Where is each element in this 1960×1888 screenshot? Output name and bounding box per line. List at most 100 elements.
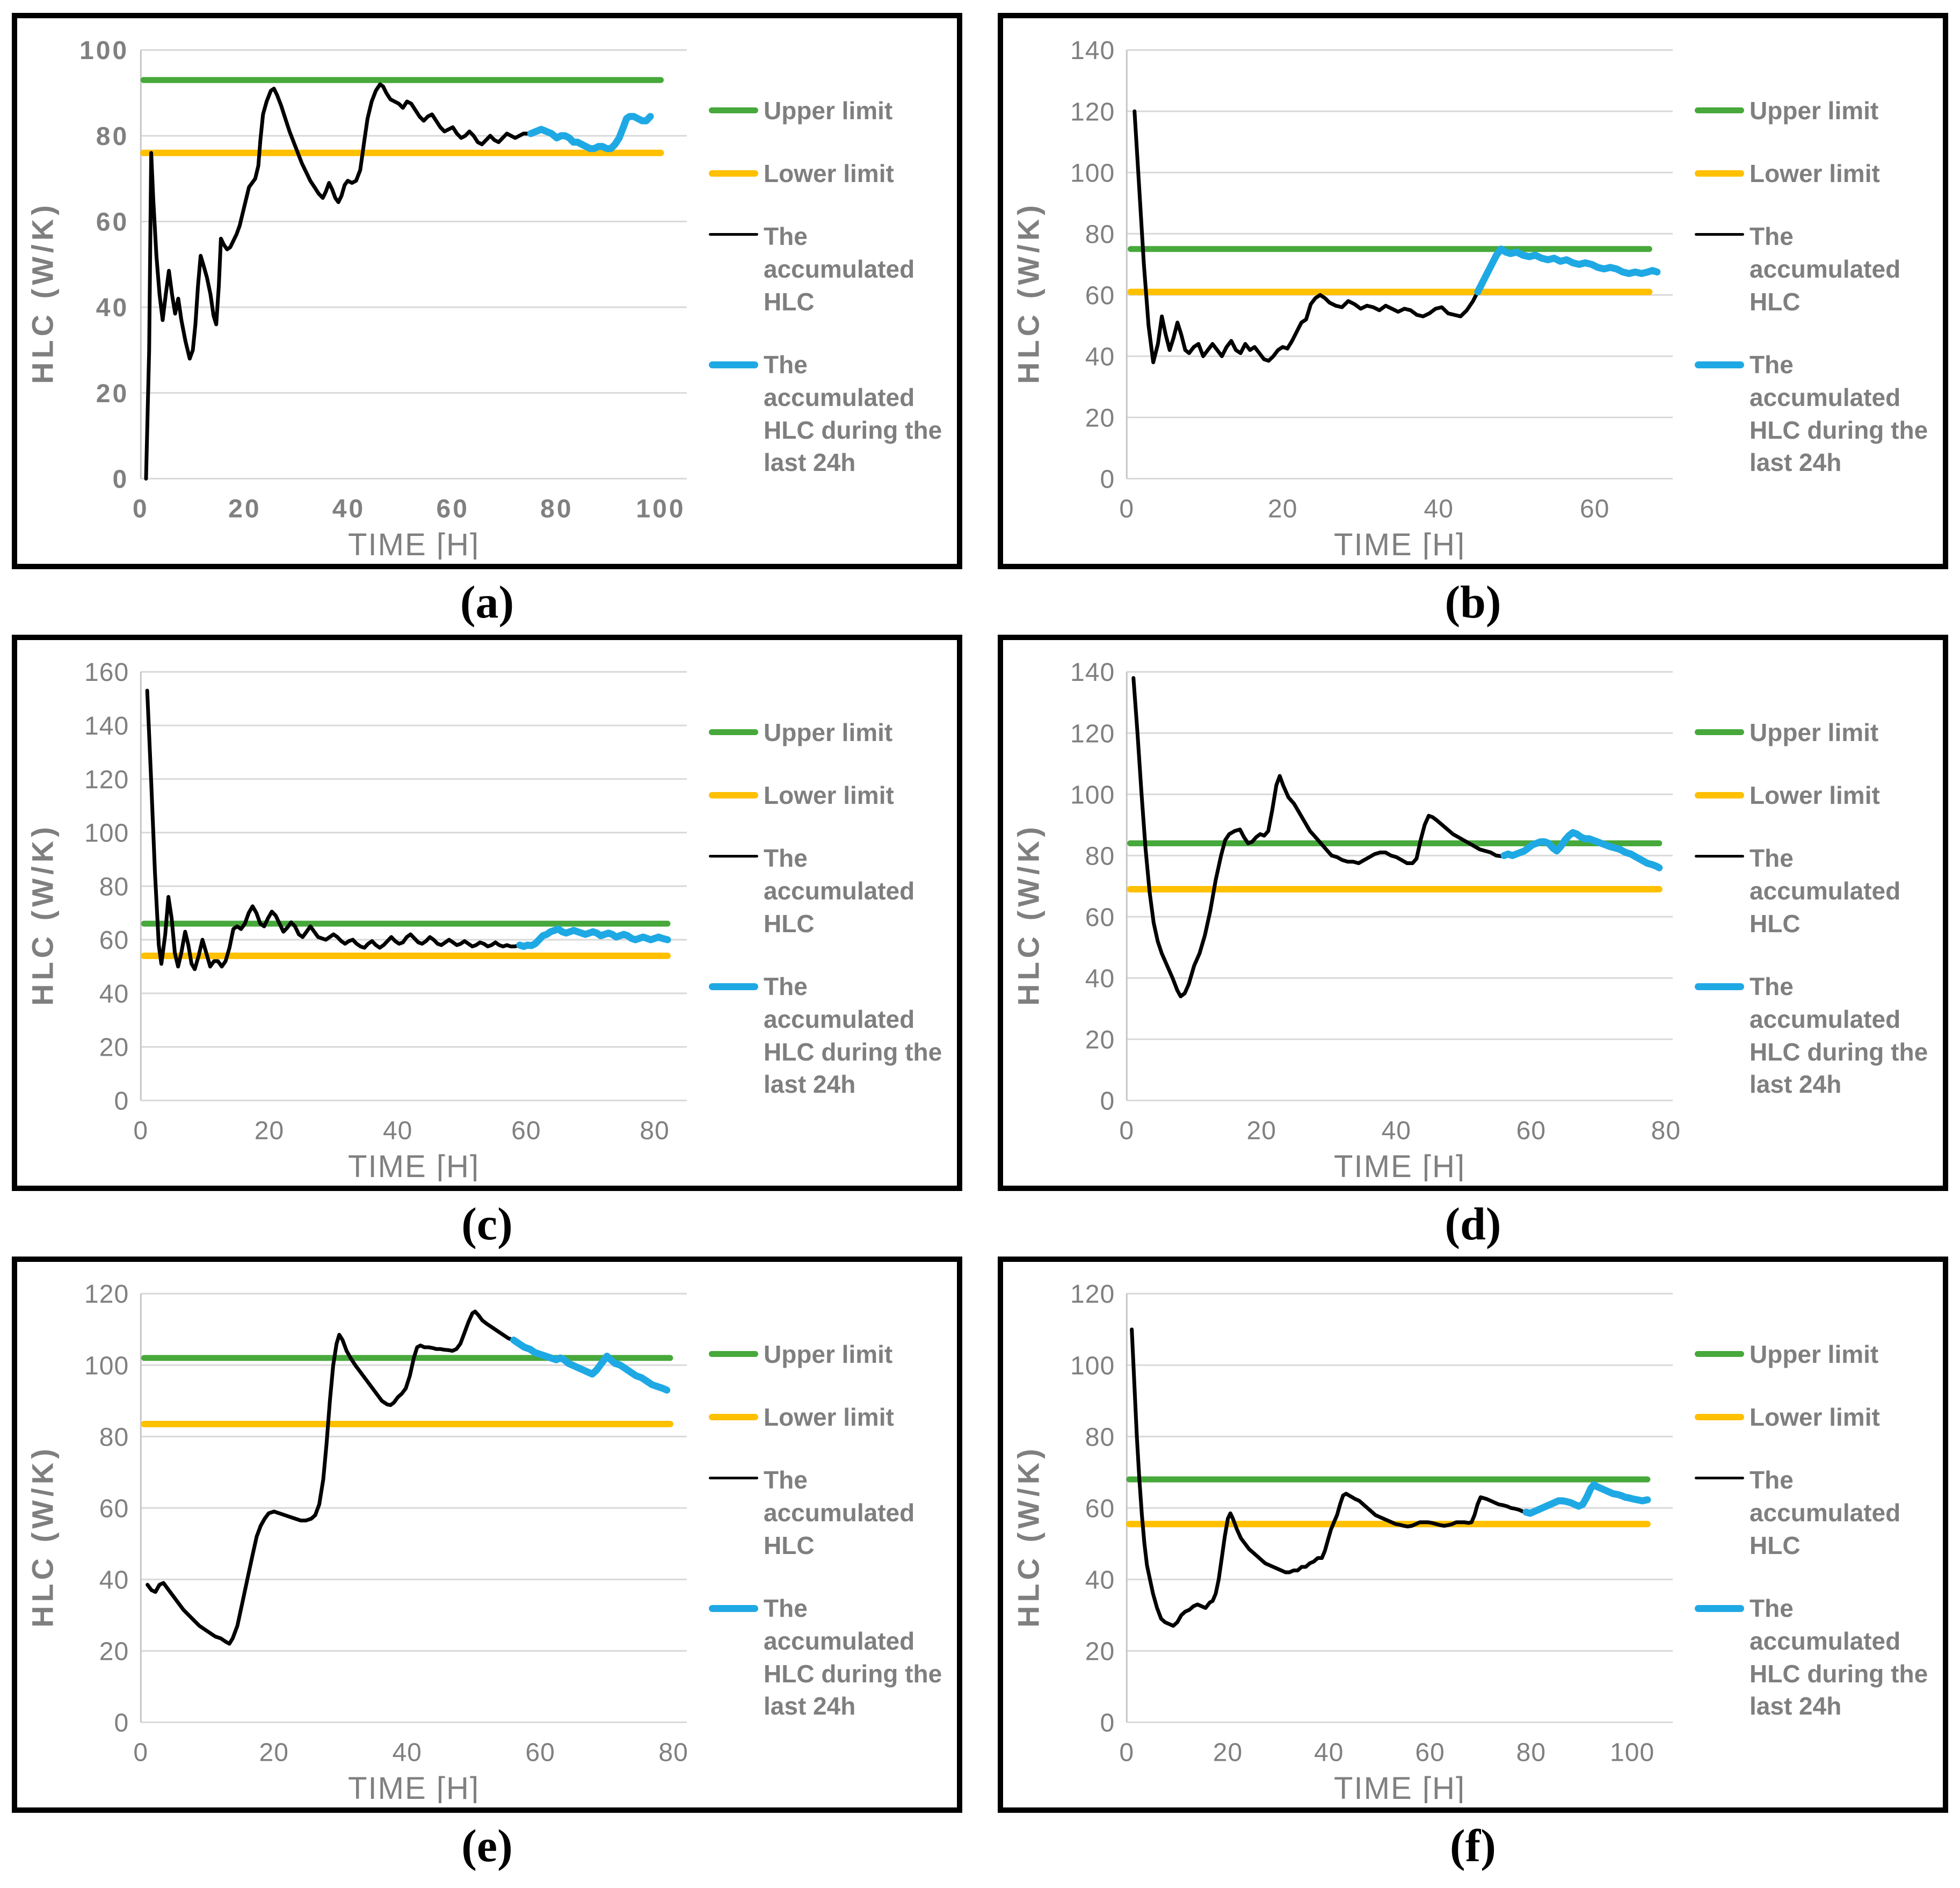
legend-item-accumulated-hlc: The accumulated HLC (1695, 220, 1935, 318)
y-tick-label: 0 (1100, 464, 1115, 493)
x-tick-label: 60 (511, 1116, 541, 1145)
y-tick-label: 100 (1070, 1351, 1115, 1380)
figure-cell: HLC (W/K) 0 20 40 60 80 100 120 140 0 20 40 60 80 TIM… (998, 635, 1948, 1257)
legend-item-upper-limit: Upper limit (709, 1338, 949, 1371)
legend-item-lower-limit: Lower limit (1695, 779, 1935, 812)
chart-panel-f: HLC (W/K) 0 20 40 60 80 100 120 0 20 40 60 80 100 TIM… (998, 1257, 1948, 1813)
y-axis-title: HLC (W/K) (25, 201, 60, 384)
x-tick-label: 0 (133, 495, 149, 524)
y-tick-label: 0 (112, 464, 129, 493)
x-tick-label: 0 (133, 1116, 148, 1145)
panel-caption-c: (c) (461, 1198, 513, 1250)
accumulated-hlc-line (1131, 676, 1506, 999)
legend-label: The accumulated HLC during the last 24h (1750, 351, 1928, 477)
accumulated-hlc-24h-swatch (709, 983, 758, 991)
chart-panel-e: HLC (W/K) 0 20 40 60 80 100 120 0 20 40 60 80 TIME [… (12, 1257, 962, 1813)
accumulated-hlc-swatch (709, 855, 758, 858)
legend-label: Lower limit (1750, 159, 1880, 188)
y-tick-label: 80 (99, 872, 129, 901)
upper-limit-swatch (1695, 1351, 1744, 1357)
x-axis-title: TIME [H] (1334, 1771, 1465, 1803)
legend-item-accumulated-hlc-24h: The accumulated HLC during the last 24h (1695, 348, 1935, 479)
x-tick-label: 80 (1651, 1116, 1681, 1145)
accumulated-hlc-swatch (709, 1477, 758, 1480)
y-tick-label: 80 (96, 122, 129, 151)
accumulated-hlc-swatch (709, 233, 758, 236)
legend: Upper limit Lower limit The accumulated … (700, 26, 952, 560)
chart-svg: 0 20 40 60 80 100 120 140 0 20 40 60 TIME [H] (1070, 36, 1673, 560)
legend-item-accumulated-hlc-24h: The accumulated HLC during the last 24h (1695, 970, 1935, 1101)
y-tick-label: 140 (84, 711, 129, 740)
x-tick-label: 60 (1415, 1738, 1444, 1767)
accumulated-hlc-24h-swatch (1695, 361, 1744, 369)
legend-item-lower-limit: Lower limit (709, 779, 949, 812)
y-axis-title: HLC (W/K) (25, 1445, 60, 1628)
legend: Upper limit Lower limit The accumulated … (700, 1269, 952, 1803)
accumulated-hlc-24h-line (516, 925, 671, 950)
x-tick-label: 80 (540, 495, 573, 524)
upper-limit-swatch (1695, 107, 1744, 113)
x-tick-label: 60 (436, 495, 469, 524)
legend-label: Upper limit (1750, 718, 1879, 746)
panel-caption-e: (e) (461, 1820, 513, 1871)
legend-item-upper-limit: Upper limit (709, 716, 949, 749)
y-tick-label: 0 (114, 1708, 129, 1737)
y-tick-label: 60 (99, 926, 129, 955)
x-tick-label: 40 (1314, 1738, 1344, 1767)
chart-svg: 0 20 40 60 80 100 0 20 40 60 80 100 TIME [H] (79, 36, 687, 560)
y-tick-label: 100 (84, 819, 129, 848)
accumulated-hlc-24h-line (1522, 1481, 1651, 1517)
chart-panel-b: HLC (W/K) 0 20 40 60 80 100 120 140 0 20 40 60 TIME … (998, 13, 1948, 569)
upper-limit-swatch (709, 1351, 758, 1357)
legend-label: The accumulated HLC during the last 24h (1750, 1594, 1928, 1720)
panel-caption-f: (f) (1450, 1820, 1496, 1871)
y-tick-label: 20 (1085, 1637, 1115, 1666)
y-tick-label: 140 (1070, 36, 1115, 65)
legend-item-accumulated-hlc: The accumulated HLC (709, 1464, 949, 1562)
y-tick-label: 100 (1070, 158, 1115, 187)
panel-caption-a: (a) (460, 576, 514, 628)
x-tick-label: 20 (1247, 1116, 1276, 1145)
y-axis-title: HLC (W/K) (1011, 1445, 1046, 1628)
accumulated-hlc-24h-line (527, 113, 654, 153)
legend: Upper limit Lower limit The accumulated … (1686, 1269, 1937, 1803)
chart-panel-a: HLC (W/K) 0 20 40 60 80 100 0 20 40 60 80 100 TIME [… (12, 13, 962, 569)
y-tick-label: 20 (99, 1033, 129, 1062)
chart-svg: 0 20 40 60 80 100 120 140 0 20 40 60 80 TIME [H] (1070, 658, 1681, 1181)
accumulated-hlc-24h-line (510, 1337, 671, 1394)
y-tick-label: 60 (96, 207, 129, 236)
x-tick-label: 40 (1424, 495, 1453, 524)
lower-limit-swatch (709, 170, 758, 177)
y-tick-label: 40 (1085, 342, 1115, 371)
x-tick-label: 80 (640, 1116, 669, 1145)
y-tick-label: 100 (1070, 780, 1115, 809)
y-tick-label: 20 (96, 379, 129, 408)
x-tick-label: 20 (259, 1738, 288, 1767)
chart-area: 0 20 40 60 80 100 0 20 40 60 80 100 TIME [H] (66, 26, 700, 560)
x-axis-title: TIME [H] (1334, 1149, 1465, 1181)
legend-label: Lower limit (764, 1403, 894, 1432)
accumulated-hlc-24h-swatch (1695, 1605, 1744, 1613)
chart-panel-d: HLC (W/K) 0 20 40 60 80 100 120 140 0 20 40 60 80 TIM… (998, 635, 1948, 1191)
figure-cell: HLC (W/K) 0 20 40 60 80 100 0 20 40 60 80 100 TIME [… (12, 13, 962, 635)
legend-label: The accumulated HLC during the last 24h (764, 972, 942, 1099)
x-axis-title: TIME [H] (348, 527, 480, 560)
y-tick-label: 40 (1085, 964, 1115, 993)
legend-item-lower-limit: Lower limit (1695, 157, 1935, 190)
legend-label: The accumulated HLC (764, 844, 915, 938)
panel-caption-d: (d) (1444, 1198, 1501, 1250)
x-tick-label: 20 (228, 495, 261, 524)
chart-area: 0 20 40 60 80 100 120 0 20 40 60 80 100 TIME [H] (1051, 1269, 1686, 1803)
x-tick-label: 40 (383, 1116, 412, 1145)
x-tick-label: 100 (1610, 1738, 1654, 1767)
accumulated-hlc-line (144, 82, 533, 481)
x-tick-label: 80 (658, 1738, 688, 1767)
lower-limit-swatch (709, 792, 758, 799)
x-tick-label: 40 (332, 495, 365, 524)
y-tick-label: 40 (1085, 1565, 1115, 1594)
legend-item-accumulated-hlc: The accumulated HLC (1695, 1464, 1935, 1562)
legend-item-accumulated-hlc-24h: The accumulated HLC during the last 24h (709, 970, 949, 1101)
accumulated-hlc-24h-line (1474, 245, 1661, 296)
y-tick-label: 40 (99, 1565, 129, 1594)
figure-cell: HLC (W/K) 0 20 40 60 80 100 120 0 20 40 60 80 TIME [… (12, 1257, 962, 1878)
